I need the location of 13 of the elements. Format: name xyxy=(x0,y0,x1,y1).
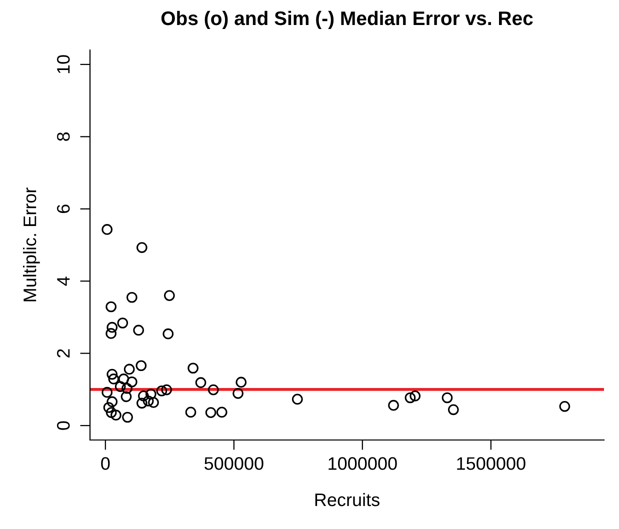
chart-title: Obs (o) and Sim (-) Median Error vs. Rec xyxy=(161,10,533,30)
y-tick-label: 8 xyxy=(56,132,70,141)
x-tick-label: 500000 xyxy=(204,457,264,470)
y-axis-title: Multiplic. Error xyxy=(23,188,40,302)
x-tick-label: 1000000 xyxy=(328,457,397,470)
x-tick-label: 1500000 xyxy=(457,457,526,470)
x-tick-label: 0 xyxy=(101,457,110,470)
y-tick-label: 6 xyxy=(56,204,70,213)
y-tick-label: 0 xyxy=(56,421,70,430)
y-tick-label: 10 xyxy=(56,55,70,74)
y-tick-label: 4 xyxy=(57,276,70,286)
x-axis-title: Recruits xyxy=(315,492,380,506)
y-tick-label: 2 xyxy=(56,349,70,358)
